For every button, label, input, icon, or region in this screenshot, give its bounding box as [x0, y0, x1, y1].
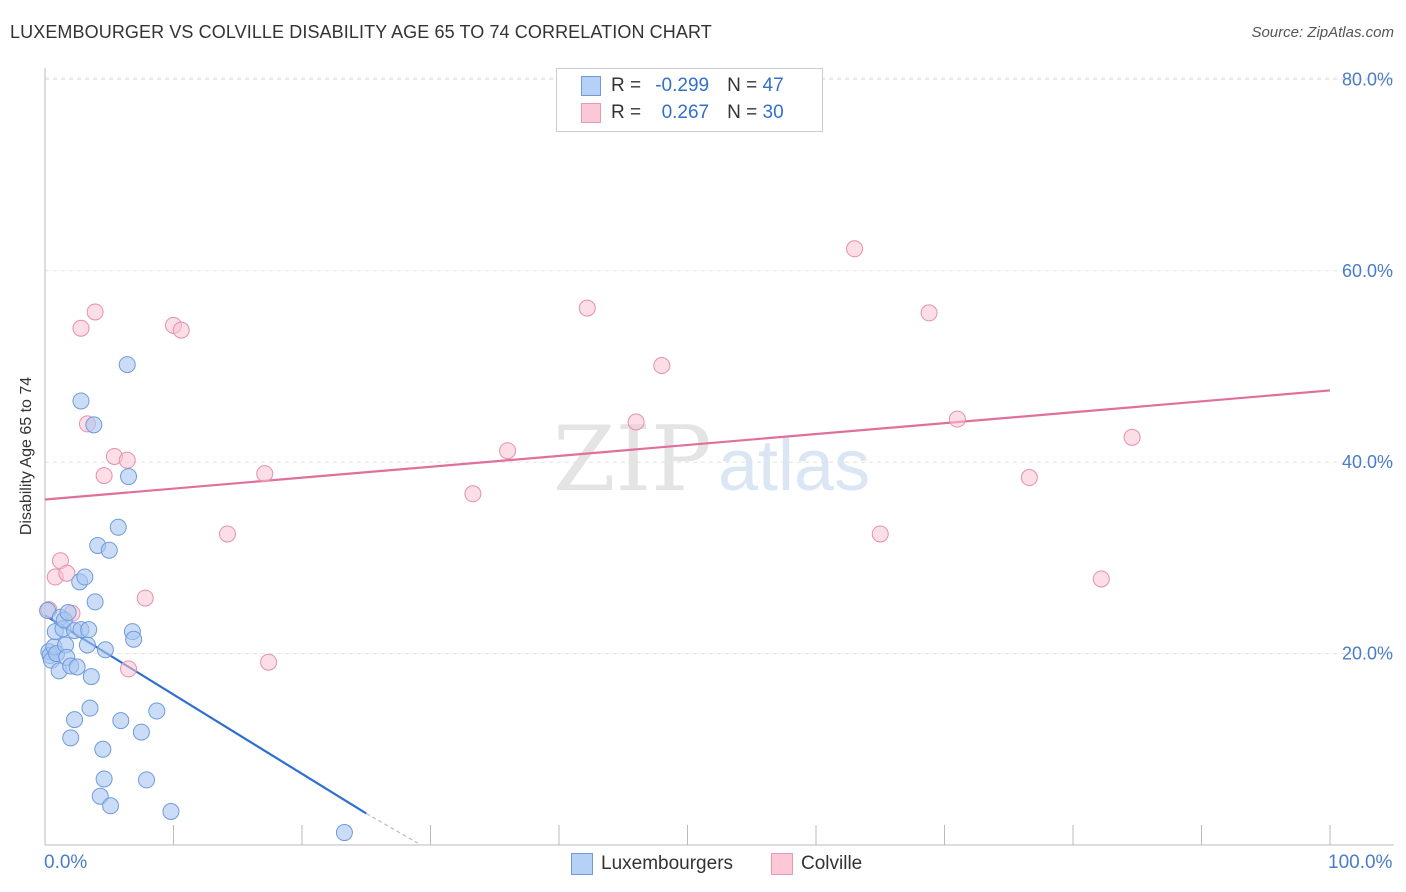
blue-swatch-icon [571, 853, 593, 875]
point-colville [58, 564, 76, 582]
point-colville [86, 303, 104, 321]
point-colville [948, 410, 966, 428]
r-value: 0.267 [661, 102, 710, 123]
y-tick-label: 80.0% [1342, 69, 1393, 89]
stats-legend: R = -0.299 N = 47 R = 0.267 N = 30 [556, 68, 823, 132]
point-colville [72, 319, 90, 337]
point-colville [260, 653, 278, 671]
point-luxembourgers [62, 729, 80, 747]
legend-item-luxembourgers[interactable]: Luxembourgers [571, 852, 733, 876]
point-colville [920, 304, 938, 322]
point-colville [499, 442, 517, 460]
n-value: 47 [762, 75, 784, 96]
legend-label-luxembourgers: Luxembourgers [601, 853, 734, 874]
point-colville [218, 525, 236, 543]
point-luxembourgers [94, 740, 112, 758]
point-luxembourgers [335, 824, 353, 842]
point-luxembourgers [125, 630, 143, 648]
trendline-colville [44, 389, 1331, 501]
source-label: Source: ZipAtlas.com [1251, 24, 1394, 41]
point-luxembourgers [96, 641, 114, 659]
legend-row-colville: R = 0.267 N = 30 [581, 101, 784, 125]
point-luxembourgers [81, 699, 99, 717]
point-luxembourgers [109, 518, 127, 536]
pink-swatch-icon [581, 103, 601, 123]
trendline-extension [365, 812, 418, 844]
point-luxembourgers [78, 636, 96, 654]
point-colville [653, 357, 671, 375]
point-luxembourgers [80, 621, 98, 639]
n-label: N = [727, 75, 758, 96]
x-axis-min-label: 0.0% [44, 852, 88, 873]
point-luxembourgers [102, 797, 120, 815]
y-tick-label: 20.0% [1342, 644, 1393, 664]
point-luxembourgers [100, 541, 118, 559]
point-luxembourgers [120, 468, 138, 486]
legend-item-colville[interactable]: Colville [771, 852, 862, 876]
chart-title: LUXEMBOURGER VS COLVILLE DISABILITY AGE … [10, 22, 712, 42]
y-tick-label: 40.0% [1342, 452, 1393, 472]
point-luxembourgers [59, 603, 77, 621]
r-label: R = [611, 75, 642, 96]
point-colville [136, 589, 154, 607]
point-colville [118, 451, 136, 469]
point-colville [627, 413, 645, 431]
point-luxembourgers [162, 803, 180, 821]
point-luxembourgers [82, 668, 100, 686]
x-axis-max-label: 100.0% [1328, 852, 1393, 873]
point-colville [871, 525, 889, 543]
point-colville [172, 321, 190, 339]
point-colville [846, 240, 864, 258]
point-colville [120, 660, 138, 678]
point-colville [1123, 428, 1141, 446]
blue-swatch-icon [581, 76, 601, 96]
point-luxembourgers [95, 770, 113, 788]
point-luxembourgers [148, 702, 166, 720]
legend-label-colville: Colville [801, 853, 863, 874]
point-luxembourgers [118, 356, 136, 374]
n-label: N = [727, 102, 758, 123]
r-label: R = [611, 102, 642, 123]
legend-row-luxembourgers: R = -0.299 N = 47 [581, 74, 784, 98]
point-luxembourgers [112, 712, 130, 730]
point-luxembourgers [76, 568, 94, 586]
point-colville [464, 485, 482, 503]
point-colville [256, 465, 274, 483]
y-tick-label: 60.0% [1342, 261, 1393, 281]
point-luxembourgers [86, 593, 104, 611]
point-luxembourgers [66, 711, 84, 729]
n-value: 30 [762, 102, 784, 123]
point-luxembourgers [68, 658, 86, 676]
point-colville [1020, 469, 1038, 487]
watermark-atlas: atlas [718, 426, 870, 506]
point-luxembourgers [85, 416, 103, 434]
point-colville [578, 299, 596, 317]
r-value: -0.299 [655, 75, 710, 96]
point-luxembourgers [132, 723, 150, 741]
point-colville [1092, 570, 1110, 588]
point-colville [95, 467, 113, 485]
pink-swatch-icon [771, 853, 793, 875]
point-luxembourgers [72, 392, 90, 410]
point-luxembourgers [138, 771, 156, 789]
